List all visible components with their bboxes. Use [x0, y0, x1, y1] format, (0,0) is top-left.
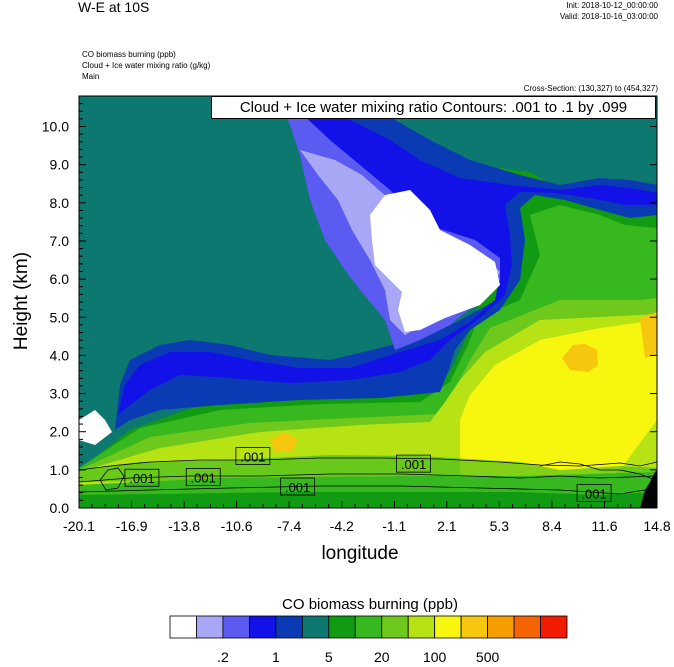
colorbar-swatch: [434, 615, 462, 639]
contour-label-box: [396, 454, 431, 473]
x-tick-label: 14.8: [643, 518, 670, 534]
init-time: Init: 2018-10-12_00:00:00: [566, 1, 658, 10]
colorbar-label: 500: [476, 649, 500, 665]
contour-label: .001: [401, 457, 426, 472]
x-tick-label: 5.3: [490, 518, 510, 534]
colorbar-swatch: [301, 615, 330, 639]
colorbar-label: .2: [217, 649, 229, 665]
y-tick-label: 3.0: [50, 386, 70, 402]
x-tick-label: -1.1: [382, 518, 406, 534]
colorbar-swatch: [354, 615, 383, 639]
colorbar-swatch: [381, 615, 409, 639]
y-tick-label: 1.0: [50, 462, 70, 478]
y-tick-label: 6.0: [50, 271, 70, 287]
colorbar-title: CO biomass burning (ppb): [282, 596, 458, 613]
contour-label-box: [185, 468, 221, 486]
y-tick-label: 10.0: [42, 119, 69, 135]
x-tick-label: 11.6: [591, 518, 617, 534]
contour-label: .001: [240, 450, 265, 465]
x-tick-label: -7.4: [277, 518, 301, 534]
plot-title: W-E at 10S: [78, 0, 150, 15]
y-tick-label: 9.0: [50, 157, 70, 173]
colorbar-label: 1: [272, 649, 280, 665]
colorbar-swatch: [275, 615, 303, 639]
domain-name: Main: [82, 72, 100, 81]
colorbar-swatch: [222, 615, 250, 639]
contour-label-box: [280, 477, 316, 496]
colorbar-swatch: [407, 615, 436, 639]
colorbar-swatch: [487, 615, 515, 639]
valid-time: Valid: 2018-10-16_03:00:00: [559, 12, 658, 21]
cloud-contour-lines: [79, 457, 657, 495]
colorbar-swatch: [248, 615, 277, 639]
x-tick-label: -10.6: [221, 518, 253, 534]
contour-info-box: Cloud + Ice water mixing ratio Contours:…: [211, 96, 656, 119]
field-name-co: CO biomass burning (ppb): [82, 50, 176, 59]
colorbar-swatch: [460, 615, 488, 639]
x-tick-label: -13.8: [168, 518, 200, 534]
contour-labels: .001 .001 .001 .001 .001 .001: [124, 447, 612, 502]
colorbar-swatch: [328, 615, 356, 639]
colorbar-swatch: [513, 615, 541, 639]
contour-label-box: [576, 484, 612, 502]
cross-section-label: Cross-Section: (130,327) to (454,327): [523, 84, 658, 93]
x-tick-label: 8.4: [542, 518, 562, 534]
x-axis-label: longitude: [321, 543, 399, 564]
colorbar-label: 5: [325, 649, 333, 665]
colorbar: .2 1 5 20 100 500: [169, 615, 568, 665]
y-tick-label: 4.0: [50, 347, 70, 363]
y-tick-label: 5.0: [50, 309, 70, 325]
colorbar-label: 20: [374, 649, 390, 665]
y-axis-label: Height (km): [11, 251, 32, 351]
contour-label: .001: [129, 471, 154, 486]
x-tick-label: 2.1: [437, 518, 457, 534]
contour-label: .001: [191, 470, 216, 485]
y-tick-label: 7.0: [50, 233, 70, 249]
colorbar-label: 100: [423, 649, 447, 665]
contour-label-box: [124, 468, 160, 487]
y-tick-label: 2.0: [50, 424, 70, 440]
contour-label-box: [235, 447, 271, 465]
x-tick-label: -16.9: [116, 518, 148, 534]
contour-label: .001: [581, 487, 606, 502]
x-tick-label: -20.1: [63, 518, 95, 534]
contour-label: .001: [285, 480, 310, 495]
y-tick-label: 8.0: [50, 195, 70, 211]
x-tick-label: -4.2: [330, 518, 354, 534]
colorbar-swatch: [540, 615, 568, 639]
field-name-cloud: Cloud + Ice water mixing ratio (g/kg): [82, 61, 211, 70]
x-axis-ticks: -20.1 -16.9 -13.8 -10.6 -7.4 -4.2 -1.1 2.1 5.3 8.…: [63, 501, 671, 534]
colorbar-swatch: [169, 615, 197, 639]
colorbar-swatch: [196, 615, 224, 639]
y-tick-label: 0.0: [50, 500, 70, 516]
co-filled-contours: [79, 96, 657, 508]
y-axis-ticks: 0.0 1.0 2.0 3.0 4.0 5.0 6.0 7.0 8.0 9.0 10.0: [42, 95, 657, 516]
